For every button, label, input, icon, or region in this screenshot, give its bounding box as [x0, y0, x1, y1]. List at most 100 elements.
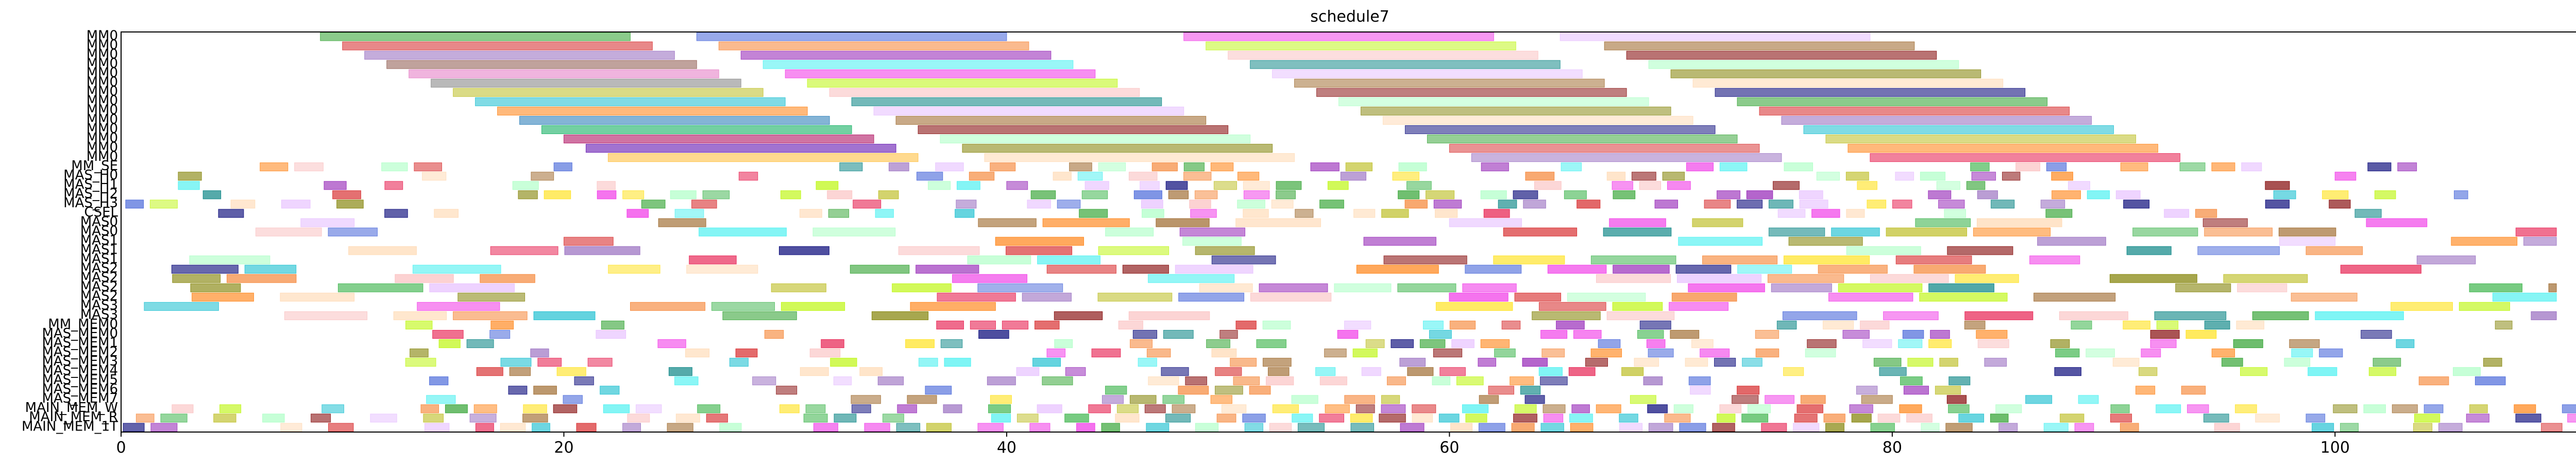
schedule-bar	[641, 200, 666, 209]
schedule-bar	[2340, 264, 2421, 274]
schedule-bar	[1958, 413, 1985, 423]
schedule-bar	[1513, 190, 1538, 200]
schedule-bar	[2289, 339, 2320, 349]
schedule-bar	[830, 358, 857, 367]
schedule-bar	[393, 311, 447, 320]
y-tick-label: CSEL	[84, 205, 118, 220]
schedule-bar	[2418, 376, 2449, 386]
schedule-bar	[1619, 423, 1643, 432]
schedule-bar	[2045, 209, 2073, 218]
schedule-bar	[1823, 413, 1845, 423]
y-tick-label: MAS3	[80, 298, 118, 313]
schedule-bar	[2334, 172, 2357, 181]
schedule-bar	[1973, 227, 2051, 237]
schedule-bar	[1046, 264, 1116, 274]
schedule-bar	[1029, 423, 1050, 432]
schedule-bar	[320, 32, 631, 41]
schedule-bar	[1670, 69, 1981, 78]
y-tick-label: MM0	[87, 130, 118, 146]
schedule-bar	[898, 246, 980, 255]
schedule-bar	[1054, 311, 1103, 320]
x-tick-label: 80	[1883, 439, 1902, 457]
schedule-bar	[1162, 395, 1185, 404]
schedule-bar	[466, 339, 494, 349]
schedule-bar	[935, 162, 964, 172]
schedule-bar	[1365, 339, 1385, 349]
schedule-bar	[1189, 200, 1211, 209]
schedule-bar	[1609, 218, 1666, 227]
schedule-bar	[1984, 358, 2007, 367]
schedule-bar	[1206, 339, 1230, 349]
schedule-bar	[892, 283, 952, 292]
schedule-bar	[850, 264, 910, 274]
schedule-bar	[1870, 423, 1895, 432]
schedule-bar	[658, 218, 706, 227]
schedule-bar	[1811, 209, 1840, 218]
schedule-bar	[1849, 404, 1873, 413]
schedule-bar	[1669, 302, 1728, 311]
schedule-bar	[702, 190, 730, 200]
schedule-bar	[541, 125, 852, 135]
schedule-bar	[1861, 395, 1893, 404]
schedule-bar	[2235, 404, 2257, 413]
schedule-bar	[1647, 404, 1668, 413]
schedule-bar	[2139, 367, 2158, 376]
schedule-bar	[1297, 423, 1325, 432]
schedule-bar	[1900, 376, 1923, 386]
x-ticks: 0 20 40 60 80 100	[116, 432, 2350, 457]
schedule-bar	[918, 358, 938, 367]
schedule-bar	[833, 376, 852, 386]
schedule-bar	[943, 404, 962, 413]
schedule-bar	[2132, 227, 2198, 237]
y-tick-label: MAS_MEM0	[42, 326, 118, 341]
schedule-bar	[2156, 320, 2179, 329]
schedule-bar	[1324, 349, 1347, 358]
schedule-bar	[453, 311, 528, 320]
schedule-bar	[1211, 349, 1237, 358]
schedule-bar	[2291, 349, 2313, 358]
schedule-bar	[1148, 376, 1179, 386]
schedule-bar	[780, 190, 801, 200]
schedule-bar	[2051, 172, 2073, 181]
schedule-bar	[533, 311, 596, 320]
schedule-bar	[2025, 395, 2053, 404]
schedule-bar	[1870, 153, 2180, 162]
schedule-bar	[1210, 395, 1232, 404]
schedule-bar	[1206, 41, 1516, 51]
y-tick-label: MAS1	[80, 251, 118, 267]
schedule-bar	[2273, 190, 2296, 200]
schedule-bar	[1272, 69, 1583, 78]
schedule-bar	[1422, 320, 1444, 329]
schedule-bar	[1292, 413, 1313, 423]
schedule-bar	[1432, 376, 1451, 386]
schedule-bar	[150, 423, 178, 432]
schedule-bar	[2087, 190, 2110, 200]
schedule-bar	[523, 404, 547, 413]
schedule-bar	[2181, 386, 2206, 395]
schedule-bar	[2187, 404, 2209, 413]
schedule-bar	[1433, 349, 1463, 358]
schedule-bar	[1316, 88, 1627, 97]
schedule-bar	[1825, 423, 1844, 432]
schedule-bar	[740, 51, 1052, 60]
schedule-bar	[260, 162, 289, 172]
schedule-bar	[1195, 423, 1219, 432]
schedule-bar	[1340, 172, 1366, 181]
schedule-bar	[1846, 246, 1921, 255]
schedule-bar	[719, 423, 742, 432]
schedule-bar	[2396, 339, 2415, 349]
schedule-bar	[1928, 190, 1952, 200]
schedule-bar	[530, 349, 549, 358]
schedule-bar	[1883, 311, 1939, 320]
schedule-bar	[1042, 218, 1130, 227]
schedule-bar	[1784, 162, 1814, 172]
schedule-bar	[706, 413, 728, 423]
schedule-bar	[691, 200, 717, 209]
schedule-bar	[1765, 395, 1794, 404]
schedule-bar	[1006, 181, 1028, 190]
schedule-bar	[738, 172, 758, 181]
schedule-bar	[2033, 292, 2116, 302]
schedule-bar	[1084, 181, 1109, 190]
schedule-bar	[563, 135, 874, 144]
schedule-bar	[1182, 237, 1242, 246]
